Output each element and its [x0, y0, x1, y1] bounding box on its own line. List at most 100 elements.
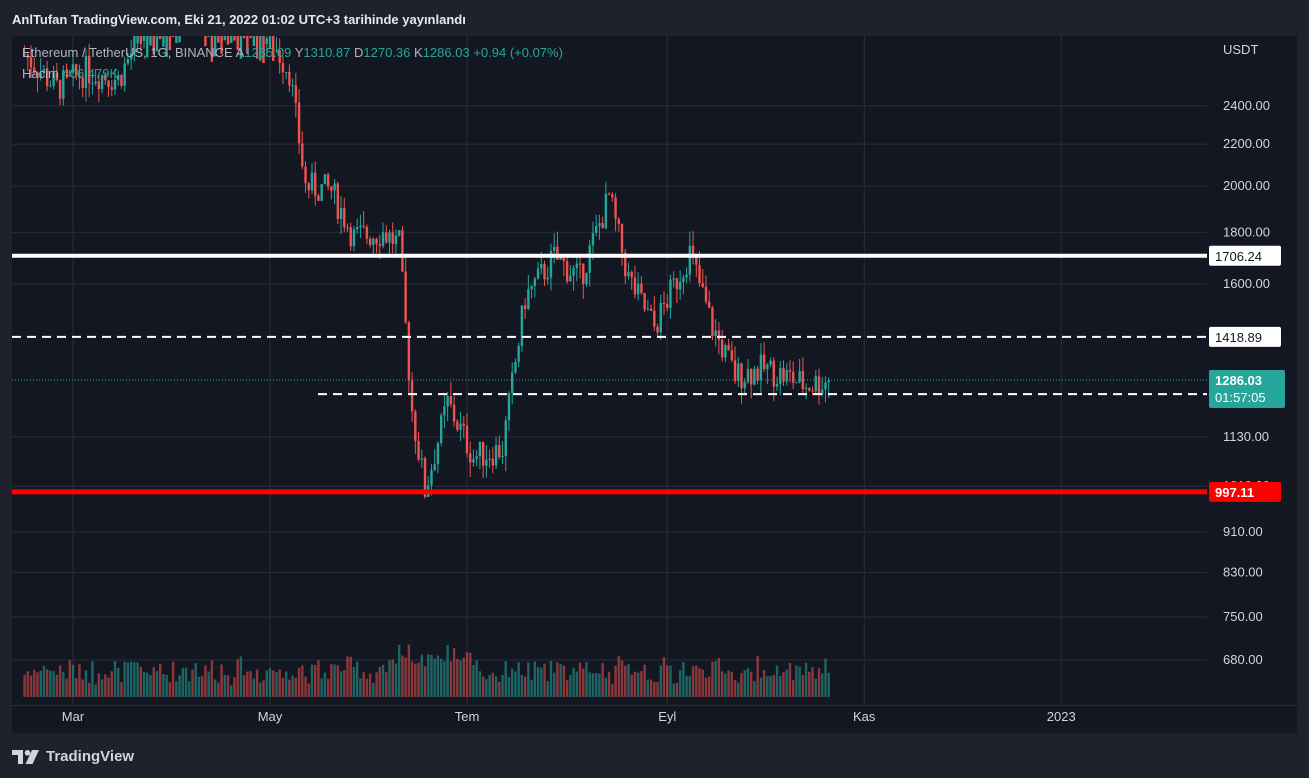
volume-bar: [381, 664, 385, 697]
legend-high-value: 1310.87: [303, 45, 351, 60]
candle-body: [481, 441, 485, 466]
candle-body: [494, 445, 498, 466]
volume-bar: [307, 683, 310, 697]
volume-bar: [624, 665, 627, 697]
candle-body: [646, 308, 650, 310]
volume-bar: [272, 670, 275, 697]
volume-bar: [688, 675, 692, 697]
candle-body: [704, 286, 708, 302]
volume-bar: [158, 663, 162, 697]
chart-canvas[interactable]: 680.00750.00830.00910.001010.001130.0016…: [12, 36, 1297, 733]
candle-body: [275, 50, 278, 52]
volume-bar: [504, 661, 507, 697]
volume-bar: [152, 667, 155, 697]
tradingview-logo-text: TradingView: [46, 748, 135, 765]
volume-bar: [485, 678, 488, 697]
candle-body: [591, 232, 595, 246]
volume-bar: [452, 648, 456, 697]
volume-bar: [281, 677, 285, 697]
volume-bar: [711, 661, 714, 697]
volume-bar: [811, 667, 814, 697]
volume-bar: [352, 666, 356, 697]
volume-bar: [446, 644, 449, 697]
candle-body: [740, 363, 743, 389]
candle-body: [346, 227, 349, 229]
volume-bar: [436, 655, 440, 697]
volume-bar: [507, 677, 511, 697]
candle-body: [556, 246, 559, 260]
volume-label[interactable]: Hacim: [22, 66, 59, 81]
volume-bar: [578, 662, 582, 697]
volume-bar: [749, 671, 753, 697]
volume-bar: [562, 665, 566, 697]
candle-body: [107, 80, 110, 88]
candle-body: [388, 232, 391, 243]
chart-panel[interactable]: 680.00750.00830.00910.001010.001130.0016…: [12, 36, 1297, 733]
candle-body: [272, 36, 275, 61]
volume-bar: [469, 652, 472, 697]
candle-body: [801, 371, 805, 390]
candle-body: [217, 36, 220, 43]
y-tick-label: 910.00: [1223, 524, 1263, 539]
candle-body: [795, 382, 798, 384]
volume-bar: [614, 665, 617, 697]
candle-body: [517, 345, 520, 362]
volume-bars: [23, 644, 830, 697]
volume-bar: [420, 654, 423, 697]
volume-bar: [142, 671, 146, 697]
volume-bar: [827, 672, 830, 697]
candle-body: [459, 423, 462, 430]
volume-bar: [278, 669, 281, 697]
candle-body: [220, 36, 223, 54]
volume-bar: [136, 662, 139, 697]
volume-bar: [107, 677, 110, 697]
volume-bar: [601, 663, 604, 697]
candle-body: [569, 275, 572, 282]
candle-body: [39, 72, 42, 78]
candle-body: [178, 36, 181, 43]
volume-bar: [45, 669, 49, 697]
candle-body: [630, 272, 633, 278]
volume-bar: [472, 665, 475, 697]
y-tick-label: 1130.00: [1223, 429, 1269, 444]
volume-bar: [817, 668, 821, 697]
candle-body: [691, 245, 695, 255]
volume-bar: [249, 671, 252, 697]
legend-symbol[interactable]: Ethereum / TetherUS, 1G, BINANCE: [22, 45, 233, 60]
volume-bar: [139, 666, 143, 697]
candle-body: [504, 420, 507, 456]
candle-body: [688, 245, 692, 275]
legend-close-value: 1286.03: [422, 45, 470, 60]
volume-bar: [785, 669, 788, 697]
volume-bar: [375, 672, 378, 697]
volume-bar: [691, 666, 695, 697]
candle-body: [33, 67, 36, 73]
volume-bar: [491, 672, 495, 697]
x-tick-label: Mar: [62, 709, 85, 724]
candle-body: [100, 75, 104, 90]
header-bar: AnlTufan TradingView.com, Eki 21, 2022 0…: [0, 0, 1309, 36]
candle-body: [381, 232, 385, 247]
volume-bar: [494, 676, 498, 697]
candle-body: [530, 285, 533, 290]
candle-body: [456, 421, 459, 430]
candle-body: [449, 396, 453, 405]
volume-bar: [746, 668, 750, 697]
candle-body: [155, 36, 159, 52]
volume-bar: [775, 665, 779, 697]
horizontal-levels[interactable]: [12, 253, 1207, 495]
tradingview-logo[interactable]: TradingView: [12, 748, 134, 765]
candle-body: [821, 389, 824, 395]
volume-bar: [294, 677, 298, 697]
candle-body: [779, 367, 782, 385]
candle-body: [527, 289, 530, 309]
candle-body: [288, 71, 291, 86]
candle-body: [213, 36, 217, 57]
candle-body: [785, 369, 788, 382]
candle-body: [265, 38, 268, 45]
volume-bar: [514, 671, 517, 697]
candle-body: [410, 380, 414, 412]
candle-body: [465, 425, 469, 454]
candle-body: [323, 174, 327, 185]
volume-bar: [717, 658, 721, 697]
